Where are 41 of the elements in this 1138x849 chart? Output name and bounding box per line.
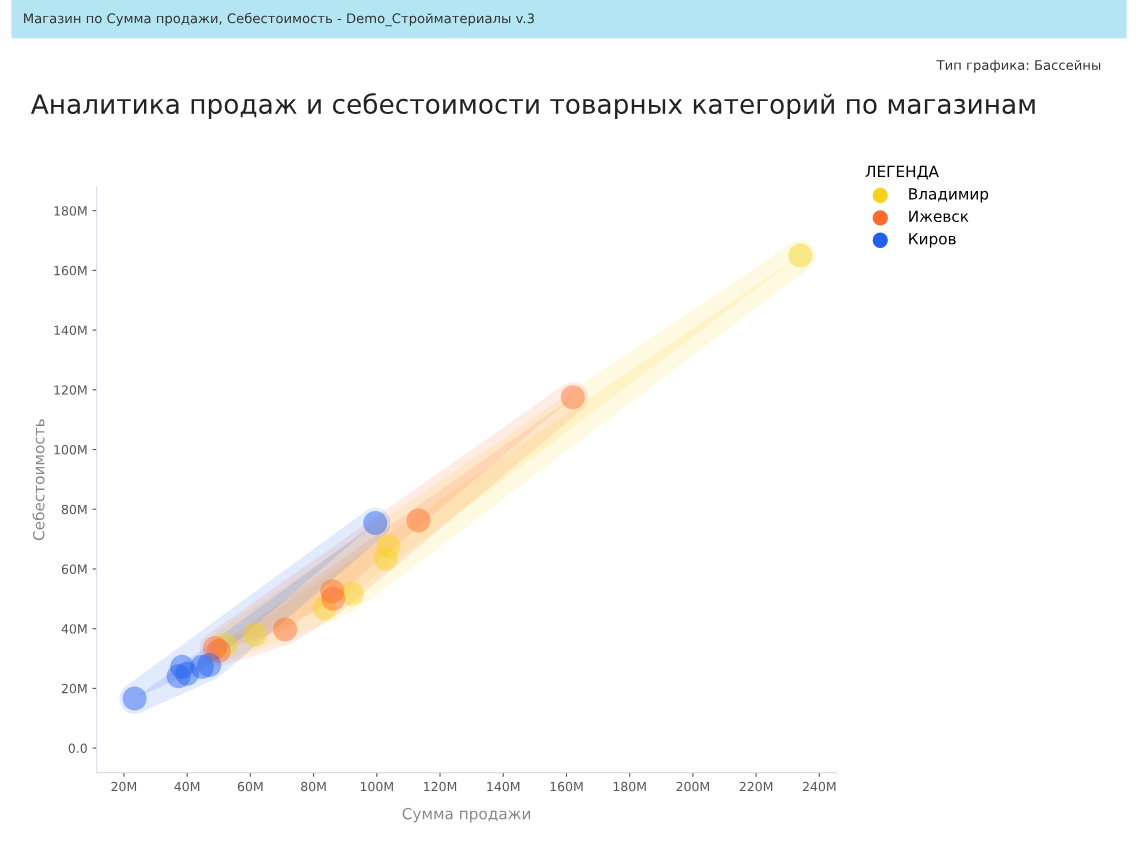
chart-title: Аналитика продаж и себестоимости товарных категорий по магазинам [30, 93, 1035, 120]
text: Тип графика: Бассейны [936, 59, 1101, 73]
y-tick-label: 0.0 [68, 743, 87, 754]
point [122, 686, 147, 711]
point [242, 622, 267, 647]
legend-label: Киров [909, 233, 956, 248]
y-tick-label: 60M [61, 564, 87, 574]
x-tick-label: 160M [550, 781, 583, 792]
x-tick-label: 60M [237, 781, 263, 792]
x-tick-label: 200M [676, 781, 710, 792]
x-tick-label: 220M [739, 781, 773, 792]
y-tick-label: 20M [61, 683, 87, 694]
x-tick-label: 240M [802, 781, 836, 792]
x-tick-label: 180M [613, 781, 646, 792]
point [406, 508, 431, 533]
x-axis-title: Сумма продажи [402, 807, 531, 823]
legend-label: Владимир [909, 188, 989, 203]
y-tick-label: 180M [54, 206, 87, 216]
y-tick-label: 80M [61, 504, 87, 515]
point [560, 385, 585, 410]
point [373, 547, 398, 572]
point [197, 653, 222, 678]
y-tick-label: 160M [54, 265, 87, 276]
point [363, 510, 388, 536]
x-tick-label: 80M [301, 781, 326, 792]
legend-label: Ижевск [909, 210, 969, 223]
y-axis-title: Себестоимость [32, 419, 45, 541]
x-tick-label: 120M [424, 781, 457, 792]
point [321, 586, 346, 611]
point [788, 243, 813, 268]
x-tick-label: 40M [174, 781, 200, 792]
y-tick-label: 140M [54, 325, 87, 336]
y-tick-label: 40M [61, 624, 87, 634]
y-tick-label: 100M [54, 445, 87, 455]
y-tick-label: 120M [54, 385, 87, 395]
x-tick-label: 100M [360, 781, 393, 792]
legend-title: ЛЕГЕНДА [865, 165, 939, 180]
x-tick-label: 20M [111, 781, 137, 792]
x-tick-label: 140M [487, 781, 520, 792]
point [273, 617, 298, 642]
text: Магазин по Сумма продажи, Себестоимость - Demo_Стройматериалы v.3 [24, 12, 534, 27]
